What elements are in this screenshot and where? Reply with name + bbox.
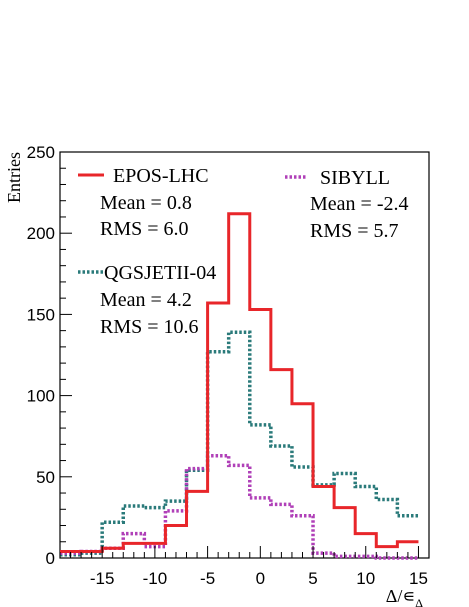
svg-text:Δ/∊Δ: Δ/∊Δ [386,586,424,607]
x-tick-label: -15 [90,569,115,588]
legend-epos-mean: Mean = 0.8 [100,192,192,214]
legend-epos-rms: RMS = 6.0 [100,218,189,240]
x-tick-label: -5 [200,569,215,588]
y-tick-label: 150 [27,305,55,324]
series-qgsjetii-04 [60,330,419,557]
legend-sibyll: SIBYLL Mean = -2.4 RMS = 5.7 [285,167,408,242]
x-tick-label: -10 [143,569,168,588]
y-tick-label: 50 [36,468,55,487]
y-tick-label: 200 [27,224,55,243]
x-axis-label-subscript: Δ [415,596,423,607]
x-tick-label: 0 [256,569,265,588]
series-layer [60,212,419,560]
x-axis-label-main: Δ/∊ [386,586,416,606]
series-epos-lhc [60,212,419,554]
legend-qgsjet-mean: Mean = 4.2 [100,289,192,311]
y-tick-label: 100 [27,387,55,406]
plot-frame [59,151,430,559]
y-tick-label: 0 [46,549,55,568]
legend-epos: EPOS-LHC Mean = 0.8 RMS = 6.0 [78,165,209,240]
legend-qgsjet: QGSJETII-04 Mean = 4.2 RMS = 10.6 [78,262,216,338]
x-tick-label: 15 [409,569,428,588]
y-tick-label: 250 [27,143,55,162]
legend-sibyll-mean: Mean = -2.4 [310,193,408,215]
series-sibyll [60,453,419,560]
x-axis-label: Δ/∊Δ [386,586,424,607]
legend-epos-label: EPOS-LHC [113,165,209,187]
x-tick-label: 5 [308,569,317,588]
y-axis-label: Entries [4,152,24,203]
x-tick-label: 10 [356,569,375,588]
legend-sibyll-label: SIBYLL [320,167,390,189]
legend-sibyll-rms: RMS = 5.7 [310,220,399,242]
legend-qgsjet-label: QGSJETII-04 [104,262,216,284]
legend-qgsjet-rms: RMS = 10.6 [100,316,199,338]
